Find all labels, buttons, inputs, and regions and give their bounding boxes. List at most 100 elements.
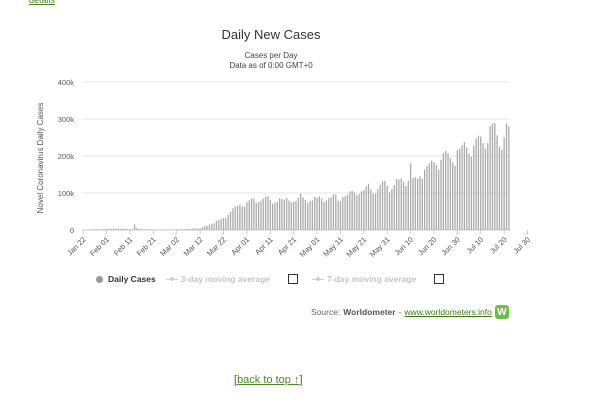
daily-cases-bar[interactable] (206, 225, 208, 230)
daily-cases-bar[interactable] (295, 200, 297, 230)
daily-cases-bar[interactable] (229, 211, 232, 230)
daily-cases-bar[interactable] (192, 228, 194, 230)
daily-cases-bar[interactable] (290, 202, 292, 230)
daily-cases-bar[interactable] (176, 229, 178, 230)
daily-cases-bar[interactable] (143, 229, 145, 230)
daily-cases-bar[interactable] (475, 138, 477, 230)
daily-cases-bar[interactable] (452, 162, 454, 230)
daily-cases-bar[interactable] (428, 163, 430, 230)
daily-cases-bar[interactable] (316, 197, 318, 230)
daily-cases-bar[interactable] (278, 198, 281, 230)
daily-cases-bar[interactable] (468, 154, 470, 230)
daily-cases-bar[interactable] (337, 200, 339, 230)
daily-cases-bar[interactable] (381, 181, 384, 230)
daily-cases-bar[interactable] (148, 229, 150, 230)
daily-cases-bar[interactable] (264, 196, 267, 230)
daily-cases-bar[interactable] (388, 192, 391, 230)
daily-cases-bar[interactable] (491, 123, 494, 230)
daily-cases-bar[interactable] (218, 219, 220, 230)
daily-cases-bar[interactable] (423, 169, 426, 230)
daily-cases-bar[interactable] (302, 197, 304, 230)
daily-cases-bar[interactable] (463, 142, 466, 230)
daily-cases-bar[interactable] (234, 206, 236, 230)
daily-cases-bar[interactable] (211, 224, 213, 230)
daily-cases-bar[interactable] (501, 149, 503, 230)
daily-cases-bar[interactable] (122, 228, 124, 230)
daily-cases-bar[interactable] (300, 193, 302, 230)
daily-cases-bar[interactable] (213, 223, 215, 230)
daily-cases-bar[interactable] (222, 218, 225, 230)
daily-cases-bar[interactable] (112, 228, 115, 230)
daily-cases-bar[interactable] (124, 228, 126, 230)
daily-cases-bar[interactable] (309, 200, 311, 230)
daily-cases-bar[interactable] (307, 202, 309, 230)
daily-cases-bar[interactable] (117, 228, 119, 230)
daily-cases-bar[interactable] (363, 190, 365, 230)
daily-cases-bar[interactable] (94, 229, 96, 230)
daily-cases-bar[interactable] (505, 123, 508, 230)
daily-cases-bar[interactable] (353, 192, 356, 230)
daily-cases-bar[interactable] (236, 206, 239, 230)
daily-cases-bar[interactable] (178, 229, 180, 230)
daily-cases-bar[interactable] (419, 176, 421, 230)
daily-cases-bar[interactable] (339, 201, 342, 230)
daily-cases-bar[interactable] (269, 199, 271, 230)
daily-cases-bar[interactable] (503, 137, 505, 231)
daily-cases-bar[interactable] (131, 229, 133, 230)
daily-cases-bar[interactable] (133, 224, 136, 230)
daily-cases-bar[interactable] (288, 200, 290, 230)
daily-cases-bar[interactable] (304, 199, 306, 230)
daily-cases-bar[interactable] (395, 179, 398, 230)
daily-cases-bar[interactable] (358, 194, 360, 230)
daily-cases-bar[interactable] (311, 200, 314, 230)
daily-cases-bar[interactable] (255, 202, 257, 230)
legend-3day-average[interactable]: 3-day moving average (165, 274, 270, 284)
daily-cases-bar[interactable] (187, 229, 190, 230)
daily-cases-bar[interactable] (250, 198, 253, 230)
daily-cases-bar[interactable] (150, 229, 152, 230)
daily-cases-bar[interactable] (356, 195, 358, 230)
daily-cases-bar[interactable] (498, 146, 501, 230)
daily-cases-bar[interactable] (445, 150, 447, 230)
daily-cases-bar[interactable] (414, 177, 416, 230)
daily-cases-bar[interactable] (260, 200, 262, 230)
daily-cases-bar[interactable] (201, 227, 204, 230)
daily-cases-bar[interactable] (180, 229, 183, 230)
daily-cases-bar[interactable] (225, 217, 227, 230)
daily-cases-bar[interactable] (103, 229, 105, 230)
daily-cases-bar[interactable] (318, 196, 321, 230)
daily-cases-bar[interactable] (391, 189, 393, 230)
daily-cases-bar[interactable] (215, 220, 218, 230)
daily-cases-bar[interactable] (402, 181, 405, 230)
daily-cases-bar[interactable] (248, 200, 250, 230)
daily-cases-bar[interactable] (346, 194, 349, 230)
daily-cases-bar[interactable] (367, 183, 370, 230)
daily-cases-bar[interactable] (344, 196, 346, 230)
daily-cases-bar[interactable] (323, 202, 325, 230)
daily-cases-bar[interactable] (115, 228, 117, 230)
daily-cases-bar[interactable] (190, 228, 192, 230)
daily-cases-bar[interactable] (286, 198, 288, 230)
daily-cases-bar[interactable] (267, 196, 269, 230)
daily-cases-bar[interactable] (325, 200, 328, 230)
daily-cases-bar[interactable] (262, 198, 264, 230)
daily-cases-bar[interactable] (384, 180, 386, 230)
daily-cases-bar[interactable] (374, 193, 377, 230)
daily-cases-bar[interactable] (421, 178, 423, 230)
daily-cases-bar[interactable] (281, 198, 283, 230)
details-link[interactable]: details (29, 0, 56, 5)
daily-cases-bar[interactable] (204, 225, 206, 230)
daily-cases-bar[interactable] (494, 123, 496, 230)
daily-cases-bar[interactable] (253, 198, 255, 230)
daily-cases-bar[interactable] (442, 153, 444, 230)
daily-cases-bar[interactable] (185, 229, 187, 230)
daily-cases-bar[interactable] (400, 178, 402, 230)
daily-cases-bar[interactable] (110, 228, 112, 230)
daily-cases-bar[interactable] (199, 228, 201, 230)
daily-cases-bar[interactable] (372, 193, 374, 230)
daily-cases-bar[interactable] (351, 190, 353, 230)
daily-cases-bar[interactable] (145, 229, 147, 230)
daily-cases-bar[interactable] (342, 197, 344, 230)
daily-cases-bar[interactable] (477, 135, 480, 230)
daily-cases-bar[interactable] (293, 201, 295, 230)
